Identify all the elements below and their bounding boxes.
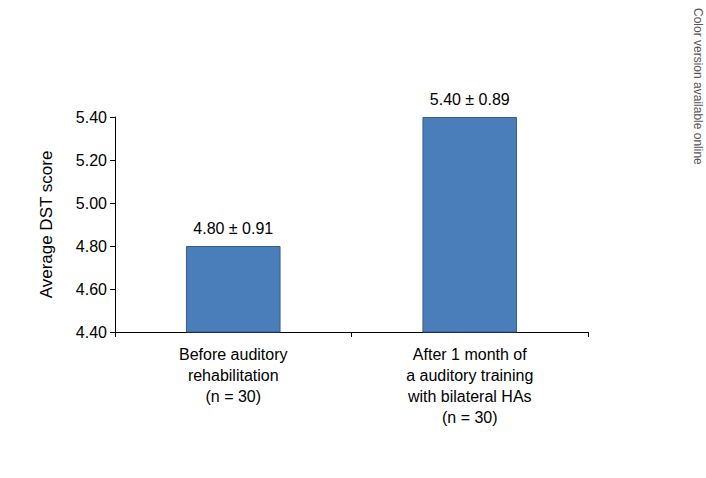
svg-text:5.20: 5.20: [76, 152, 107, 169]
svg-text:After 1 month of: After 1 month of: [413, 346, 527, 363]
svg-text:5.00: 5.00: [76, 195, 107, 212]
svg-text:5.40 ± 0.89: 5.40 ± 0.89: [430, 91, 510, 108]
svg-text:Before auditory: Before auditory: [179, 346, 288, 363]
svg-text:4.60: 4.60: [76, 281, 107, 298]
svg-text:(n = 30): (n = 30): [442, 409, 498, 426]
svg-text:Color version available online: Color version available online: [691, 8, 705, 165]
svg-text:4.80 ± 0.91: 4.80 ± 0.91: [193, 220, 273, 237]
svg-text:5.40: 5.40: [76, 109, 107, 126]
svg-text:(n = 30): (n = 30): [205, 388, 261, 405]
svg-text:rehabilitation: rehabilitation: [188, 367, 279, 384]
svg-text:a auditory training: a auditory training: [406, 367, 533, 384]
svg-text:4.80: 4.80: [76, 238, 107, 255]
svg-text:Average DST score: Average DST score: [37, 151, 56, 299]
svg-text:4.40: 4.40: [76, 324, 107, 341]
svg-text:with bilateral HAs: with bilateral HAs: [407, 388, 532, 405]
